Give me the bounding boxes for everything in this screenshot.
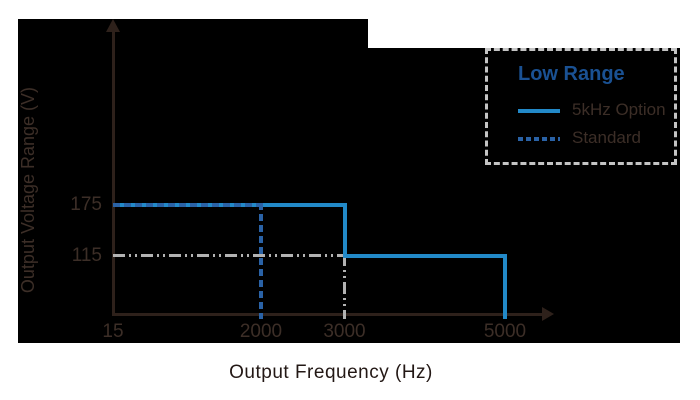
x-tick-label: 3000: [323, 321, 366, 342]
series-guide-115V-segment: [113, 254, 346, 257]
y-axis-arrow-icon: [106, 19, 120, 32]
legend: Low Range 5kHz Option Standard: [485, 48, 677, 165]
chart-background-right: [368, 48, 680, 343]
y-axis-line: [112, 30, 115, 316]
y-tick-label: 115: [71, 244, 102, 266]
legend-solid-line-swatch: [518, 109, 560, 113]
legend-title: Low Range: [518, 63, 625, 85]
legend-dashed-line-swatch: [518, 137, 560, 141]
series-Standard-segment: [113, 203, 263, 207]
legend-item-label: 5kHz Option: [572, 100, 666, 119]
x-tick-label: 5000: [483, 321, 527, 342]
chart-background-left: [18, 19, 368, 343]
x-axis-title: Output Frequency (Hz): [229, 362, 433, 383]
series-5kHz Option-segment: [342, 203, 347, 256]
x-axis-arrow-icon: [542, 307, 554, 321]
series-Standard-segment: [259, 203, 263, 319]
series-5kHz Option-segment: [503, 253, 507, 319]
series-5kHz Option-segment: [342, 253, 507, 258]
series-guide-115V-segment: [343, 254, 346, 319]
legend-item-label: Standard: [572, 128, 641, 147]
y-axis-title: Output Voltage Range (V): [18, 86, 38, 294]
x-tick-label: 15: [102, 321, 124, 342]
y-tick-label: 175: [70, 194, 102, 215]
x-axis-line: [112, 313, 544, 316]
x-tick-label: 2000: [239, 321, 283, 342]
